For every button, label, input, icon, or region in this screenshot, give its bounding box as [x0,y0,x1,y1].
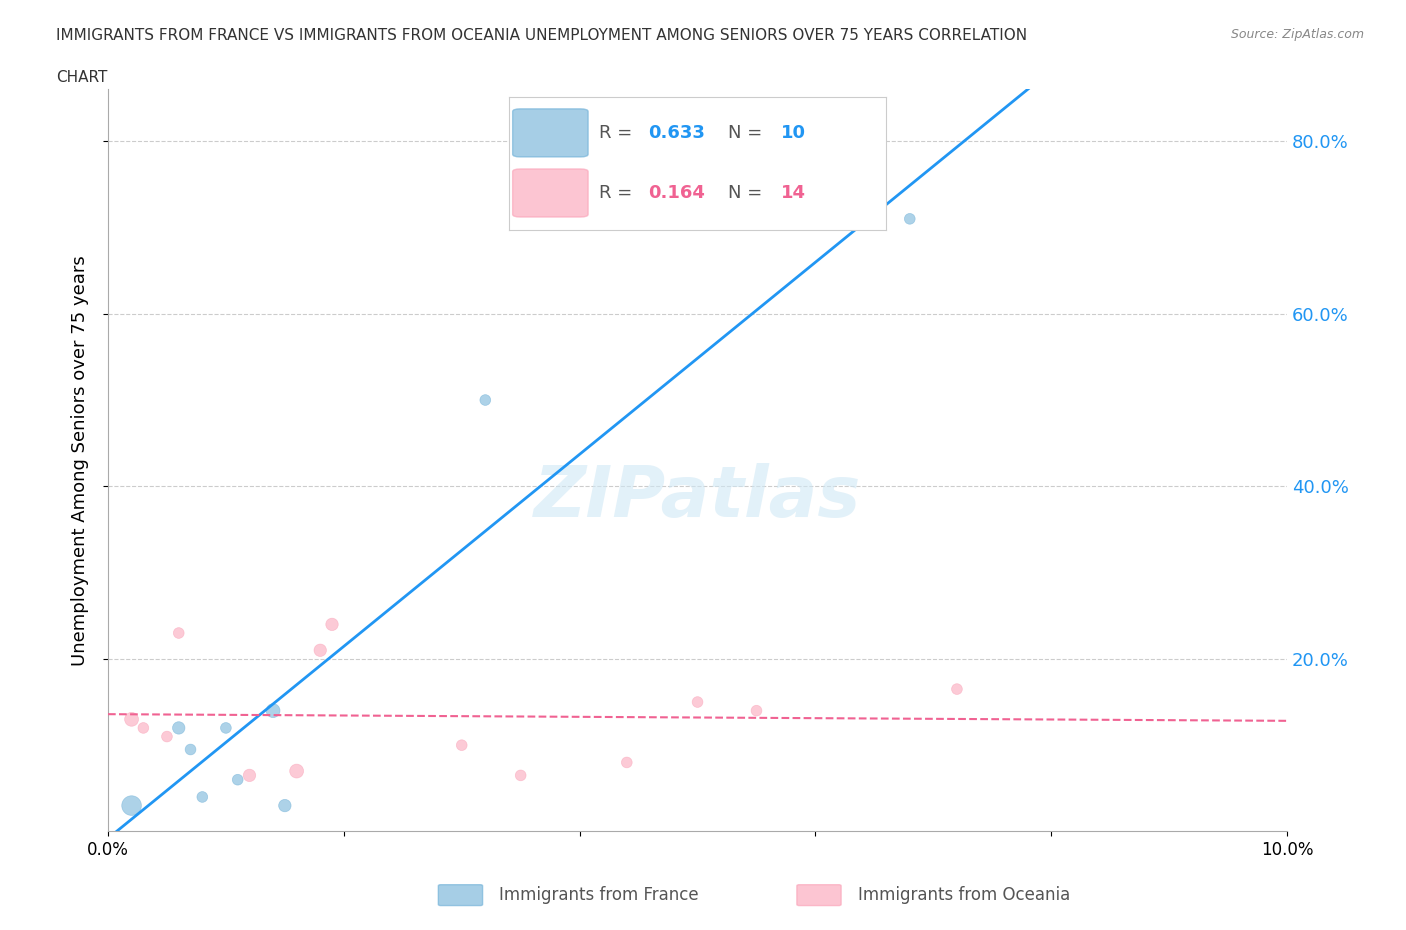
Y-axis label: Unemployment Among Seniors over 75 years: Unemployment Among Seniors over 75 years [72,255,89,666]
Point [238,768,260,783]
Point [121,711,143,726]
Point [686,695,709,710]
Point [167,626,190,641]
Point [132,721,155,736]
Text: IMMIGRANTS FROM FRANCE VS IMMIGRANTS FROM OCEANIA UNEMPLOYMENT AMONG SENIORS OVE: IMMIGRANTS FROM FRANCE VS IMMIGRANTS FRO… [56,28,1028,43]
Point [191,790,214,804]
Point [215,721,238,736]
Text: Source: ZipAtlas.com: Source: ZipAtlas.com [1230,28,1364,41]
Point [262,703,284,718]
Point [226,772,249,787]
Point [509,768,531,783]
Point [450,737,472,752]
Point [121,798,143,813]
Point [946,682,969,697]
Text: CHART: CHART [56,70,108,85]
Text: ZIPatlas: ZIPatlas [534,463,862,532]
Point [745,703,768,718]
Point [321,617,343,631]
Text: Immigrants from Oceania: Immigrants from Oceania [858,885,1070,904]
Point [898,211,921,226]
Point [167,721,190,736]
Point [285,764,308,778]
Point [180,742,202,757]
Point [474,392,496,407]
Text: Immigrants from France: Immigrants from France [499,885,699,904]
FancyBboxPatch shape [797,884,841,906]
Point [309,643,332,658]
Point [156,729,179,744]
FancyBboxPatch shape [439,884,482,906]
Point [616,755,638,770]
Point [274,798,297,813]
